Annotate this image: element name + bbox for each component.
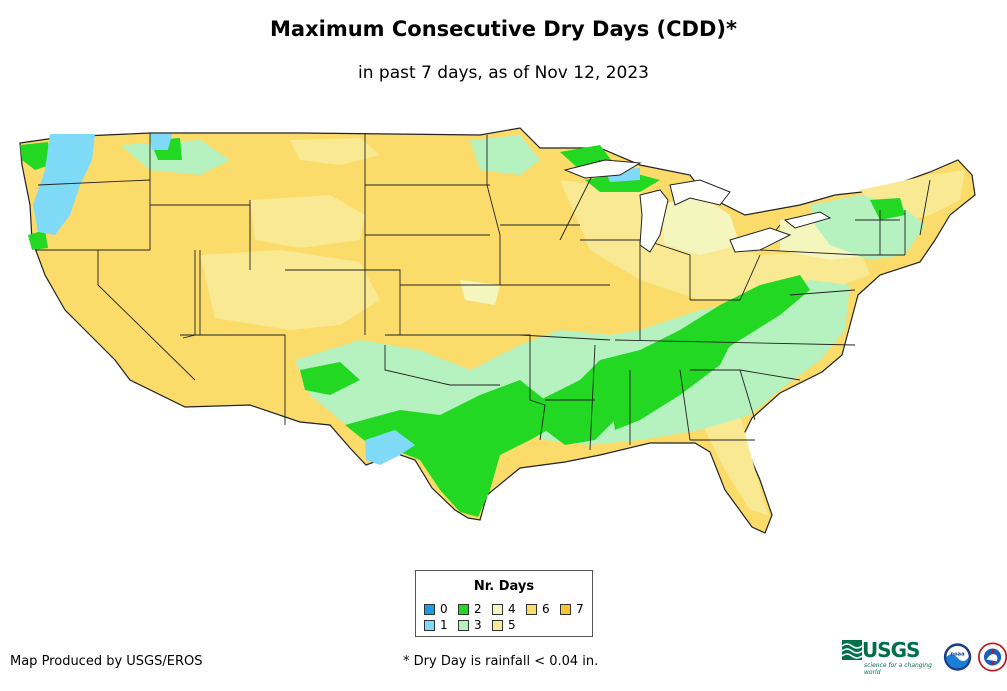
legend-swatch-7 [560,603,571,615]
legend-item-4: 4 [492,602,516,616]
legend-label-4: 4 [508,602,516,616]
usgs-wave-icon [842,640,862,660]
one-day-zone [365,430,415,465]
light-zone [660,195,740,255]
usgs-logo: USGS science for a changing world [842,638,935,676]
state-boundaries [35,133,931,451]
legend-label-1: 1 [440,618,448,632]
dry-day-footnote: * Dry Day is rainfall < 0.04 in. [403,654,599,669]
legend-swatch-2 [458,603,469,615]
light-zone [460,280,500,305]
legend-swatch-1 [424,619,435,631]
legend-label-3: 3 [474,618,482,632]
us-cdd-map [19,127,976,534]
legend-label-6: 6 [542,602,550,616]
map-credit: Map Produced by USGS/EROS [10,654,203,669]
legend-item-0: 0 [424,602,448,616]
light-zone [250,195,365,248]
light-zone [560,180,870,300]
legend-label-2: 2 [474,602,482,616]
legend: Nr. Days 0 1 2 3 4 5 6 7 [415,570,593,637]
legend-item-1: 1 [424,618,448,632]
legend-item-6: 6 [526,602,550,616]
usgs-tagline: science for a changing world [864,662,932,676]
legend-item-5: 5 [492,618,516,632]
two-day-zone [610,345,730,430]
legend-swatch-3 [458,619,469,631]
two-day-zone [300,362,360,395]
legend-label-0: 0 [440,602,448,616]
two-day-zone [28,230,48,250]
two-day-zone [540,275,810,445]
legend-swatch-6 [526,603,537,615]
three-day-zone [470,135,540,175]
legend-item-2: 2 [458,602,482,616]
one-day-zone [33,134,95,235]
legend-swatch-0 [424,603,435,615]
two-day-zone [870,198,905,220]
agency-logos: USGS science for a changing world noaa [842,638,1007,676]
noaa-logo-icon: noaa [943,643,972,671]
map-title: Maximum Consecutive Dry Days (CDD)* [270,17,737,41]
legend-swatch-5 [492,619,503,631]
legend-label-5: 5 [508,618,516,632]
two-day-zone [20,142,50,170]
legend-label-7: 7 [576,602,584,616]
two-day-zone [585,172,660,192]
light-zone [290,138,380,165]
legend-title: Nr. Days [473,579,535,594]
nws-logo-icon [977,642,1007,672]
map-subtitle: in past 7 days, as of Nov 12, 2023 [358,63,649,83]
two-day-zone [345,380,548,517]
legend-item-3: 3 [458,618,482,632]
legend-swatch-4 [492,603,503,615]
legend-item-7: 7 [560,602,584,616]
usgs-wordmark: USGS [862,638,920,662]
one-day-zone [150,134,172,150]
great-lakes [563,159,832,253]
noaa-label: noaa [950,651,965,657]
